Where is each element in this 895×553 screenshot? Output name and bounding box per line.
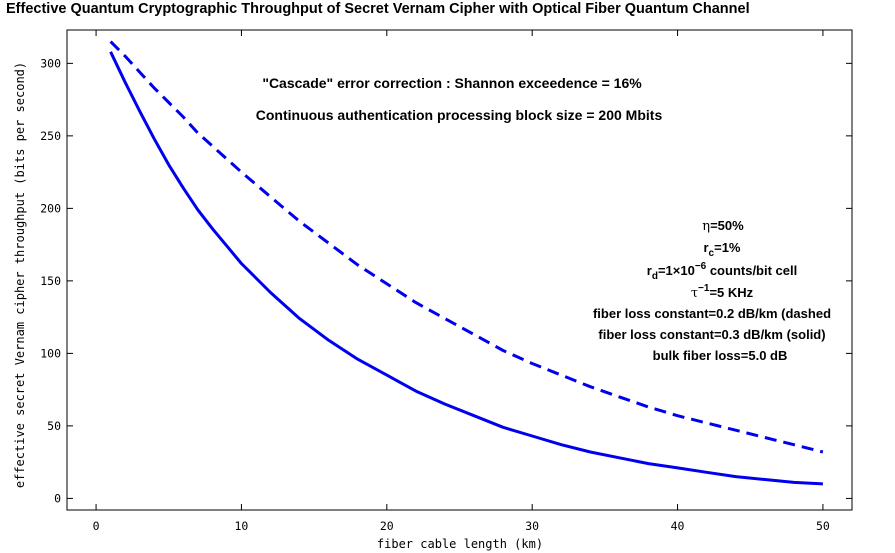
param-rc-sub: c [709, 248, 715, 259]
param-tau-text: =5 KHz [709, 285, 753, 300]
y-tick-label: 50 [47, 419, 61, 433]
series-group [109, 40, 824, 486]
x-tick-label: 20 [380, 519, 394, 533]
param-bulk-loss: bulk fiber loss=5.0 dB [653, 348, 788, 363]
annotation-block-size: Continuous authentication processing blo… [256, 107, 663, 123]
series-line-dashed [109, 40, 824, 454]
y-tick-label: 0 [54, 491, 61, 505]
x-axis-label: fiber cable length (km) [377, 537, 543, 551]
x-tick-label: 10 [235, 519, 249, 533]
param-rd-sup: −6 [695, 261, 707, 272]
param-eta: η=50% [702, 218, 744, 234]
plot-frame [66, 29, 853, 511]
y-tick-label: 100 [40, 346, 61, 360]
x-tick-label: 30 [525, 519, 539, 533]
tick-group: 0 10 20 30 40 50 0 50 100 150 200 250 300 [40, 30, 852, 533]
param-rc: rc=1% [703, 240, 740, 259]
param-loss-dashed: fiber loss constant=0.2 dB/km (dashed [593, 306, 831, 321]
param-tau-symbol: τ [691, 286, 698, 301]
y-tick-label: 300 [40, 56, 61, 70]
param-tau-sup: −1 [698, 283, 710, 294]
param-eta-text: =50% [710, 218, 744, 233]
param-rd-symbol: r [647, 263, 652, 278]
param-eta-symbol: η [702, 219, 710, 234]
param-tau: τ−1=5 KHz [691, 283, 754, 301]
param-rd-pre: =1×10 [658, 263, 695, 278]
param-rd: rd=1×10−6 counts/bit cell [647, 261, 797, 282]
param-rc-text: =1% [714, 240, 741, 255]
x-tick-label: 50 [816, 519, 830, 533]
chart-title: Effective Quantum Cryptographic Throughp… [6, 1, 750, 17]
y-axis-label: effective secret Vernam cipher throughpu… [13, 62, 27, 488]
param-rd-sub: d [652, 271, 658, 282]
y-tick-label: 200 [40, 201, 61, 215]
param-loss-solid: fiber loss constant=0.3 dB/km (solid) [598, 327, 825, 342]
x-tick-label: 0 [93, 519, 100, 533]
annotation-cascade: "Cascade" error correction : Shannon exc… [262, 75, 642, 91]
series-line-solid [109, 51, 823, 486]
param-rc-symbol: r [703, 240, 708, 255]
param-rd-post: counts/bit cell [706, 263, 797, 278]
y-tick-label: 150 [40, 274, 61, 288]
x-tick-label: 40 [671, 519, 685, 533]
y-tick-label: 250 [40, 129, 61, 143]
